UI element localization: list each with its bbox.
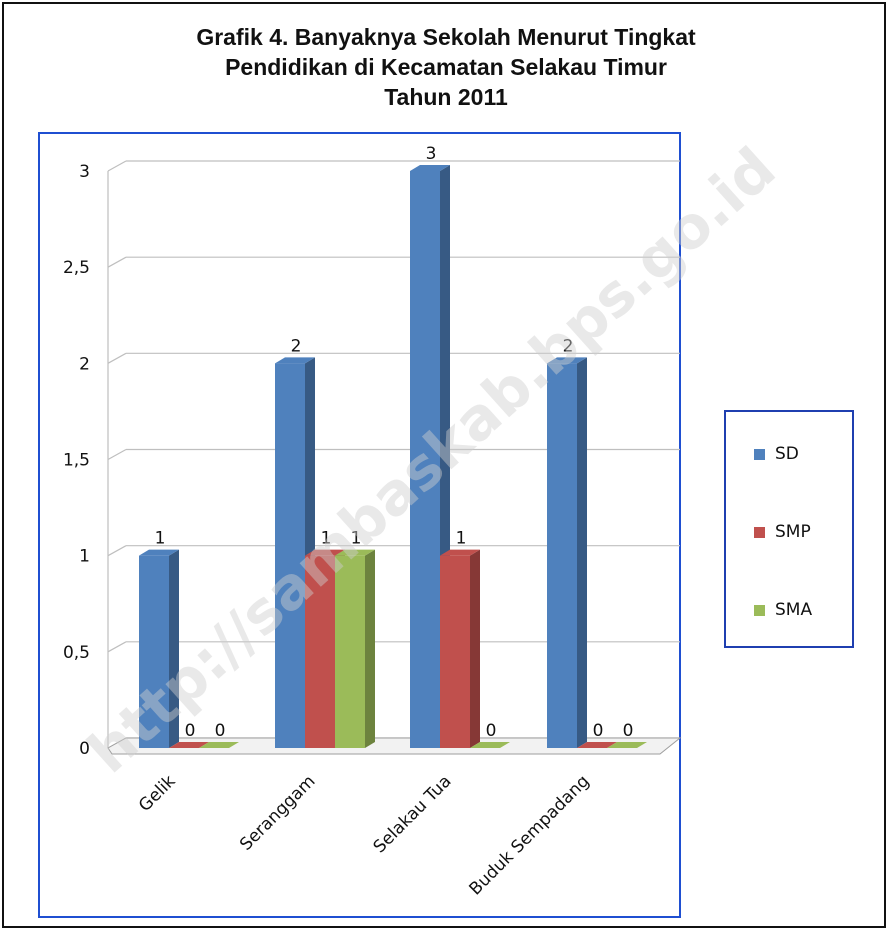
y-tick-label: 3	[79, 162, 90, 182]
y-tick-label: 1,5	[63, 451, 90, 471]
legend-label-sma: SMA	[775, 600, 812, 620]
data-label-sma: 0	[215, 721, 226, 741]
data-label-smp: 0	[593, 721, 604, 741]
x-tick-label: Gelik	[135, 771, 180, 816]
bar-side-sma	[365, 550, 375, 748]
y-tick-label: 1	[79, 547, 90, 567]
data-label-sma: 0	[486, 721, 497, 741]
x-tick-label: Buduk Sempadang	[466, 771, 594, 899]
bar-sd-3	[547, 363, 577, 748]
bar-smp-2	[440, 556, 470, 748]
data-label-sma: 0	[623, 721, 634, 741]
y-tick-label: 2	[79, 354, 90, 374]
gridline-depth	[108, 450, 126, 460]
y-tick-label: 2,5	[63, 258, 90, 278]
gridline-depth	[108, 161, 126, 171]
x-tick-label: Selakau Tua	[370, 771, 456, 857]
bar-side-sd	[577, 357, 587, 748]
data-label-sd: 2	[291, 336, 302, 356]
gridline-depth	[108, 642, 126, 652]
gridline-depth	[108, 257, 126, 267]
legend-swatch-smp	[754, 527, 765, 538]
gridline-depth	[108, 546, 126, 556]
data-label-sd: 1	[155, 529, 166, 549]
legend-swatch-sd	[754, 449, 765, 460]
legend: SD SMP SMA	[724, 410, 854, 648]
y-tick-label: 0,5	[63, 643, 90, 663]
data-label-smp: 1	[456, 529, 467, 549]
data-label-sd: 3	[426, 144, 437, 164]
legend-item-sma: SMA	[754, 600, 812, 620]
x-tick-label: Seranggam	[236, 771, 319, 854]
legend-label-smp: SMP	[775, 522, 811, 542]
legend-item-sd: SD	[754, 444, 799, 464]
legend-item-smp: SMP	[754, 522, 811, 542]
legend-swatch-sma	[754, 605, 765, 616]
legend-label-sd: SD	[775, 444, 799, 464]
bar-side-smp	[470, 550, 480, 748]
gridline-depth	[108, 353, 126, 363]
